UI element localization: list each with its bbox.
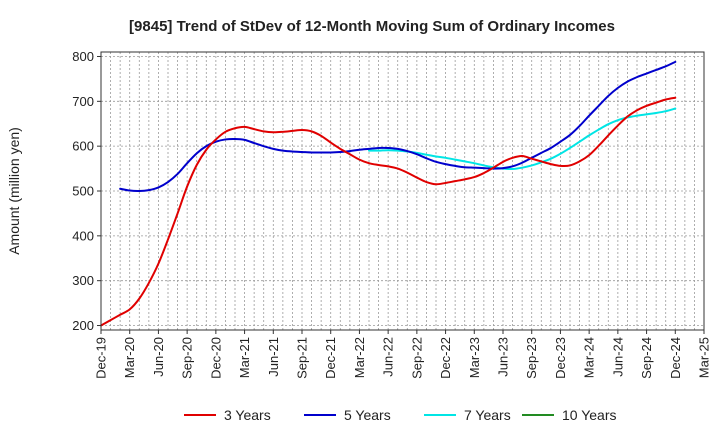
legend-label-7-years: 7 Years <box>464 407 511 423</box>
x-tick-label: Dec-23 <box>553 337 568 379</box>
y-tick-label: 400 <box>72 228 94 243</box>
x-tick-label: Mar-22 <box>352 337 367 378</box>
x-tick-label: Jun-21 <box>266 337 281 377</box>
series-layer <box>100 60 677 327</box>
x-tick-label: Dec-24 <box>668 337 683 379</box>
x-tick-labels: Dec-19 Mar-20 Jun-20 Sep-20 Dec-20 Mar-21 Jun-… <box>94 330 712 379</box>
grid-layer <box>101 52 704 330</box>
y-tick-label: 300 <box>72 273 94 288</box>
y-tick-labels: 200 300 400 500 600 700 800 <box>72 49 101 333</box>
x-tick-label: Dec-22 <box>438 337 453 379</box>
x-tick-label: Jun-22 <box>381 337 396 377</box>
y-tick-label: 700 <box>72 94 94 109</box>
legend: 3 Years 5 Years 7 Years 10 Years <box>184 407 617 423</box>
x-tick-label: Dec-20 <box>208 337 223 379</box>
x-tick-label: Sep-22 <box>409 337 424 379</box>
legend-label-10-years: 10 Years <box>562 407 617 423</box>
x-tick-label: Jun-24 <box>610 337 625 377</box>
x-tick-label: Mar-21 <box>237 337 252 378</box>
x-tick-label: Sep-23 <box>524 337 539 379</box>
x-tick-label: Dec-21 <box>323 337 338 379</box>
x-tick-label: Mar-20 <box>122 337 137 378</box>
legend-label-3-years: 3 Years <box>224 407 271 423</box>
y-tick-label: 800 <box>72 49 94 64</box>
x-tick-label: Mar-23 <box>467 337 482 378</box>
x-tick-label: Jun-23 <box>496 337 511 377</box>
y-tick-label: 600 <box>72 139 94 154</box>
series-line-3-years <box>100 96 677 327</box>
x-tick-label: Jun-20 <box>151 337 166 377</box>
x-tick-label: Sep-24 <box>639 337 654 379</box>
x-tick-label: Dec-19 <box>94 337 109 379</box>
y-axis-label: Amount (million yen) <box>6 127 22 255</box>
y-tick-label: 200 <box>72 318 94 333</box>
x-tick-label: Sep-20 <box>180 337 195 379</box>
legend-label-5-years: 5 Years <box>344 407 391 423</box>
x-tick-label: Mar-24 <box>582 337 597 378</box>
y-tick-label: 500 <box>72 184 94 199</box>
x-tick-label: Mar-25 <box>697 337 712 378</box>
x-tick-label: Sep-21 <box>295 337 310 379</box>
chart-title: [9845] Trend of StDev of 12-Month Moving… <box>129 18 615 35</box>
